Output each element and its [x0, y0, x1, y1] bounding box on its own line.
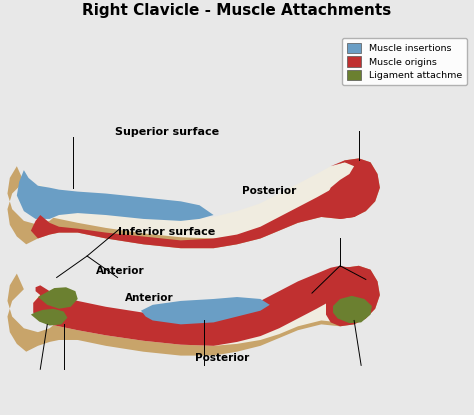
Polygon shape	[141, 297, 270, 325]
Polygon shape	[326, 266, 380, 326]
Text: Posterior: Posterior	[242, 186, 296, 195]
Polygon shape	[33, 270, 371, 346]
Polygon shape	[33, 266, 354, 346]
Polygon shape	[31, 309, 67, 325]
Polygon shape	[326, 159, 380, 219]
Polygon shape	[31, 180, 368, 248]
Polygon shape	[333, 296, 372, 323]
Text: Superior surface: Superior surface	[115, 127, 219, 137]
Title: Right Clavicle - Muscle Attachments: Right Clavicle - Muscle Attachments	[82, 3, 392, 18]
Text: Anterior: Anterior	[125, 293, 173, 303]
Text: Inferior surface: Inferior surface	[118, 227, 215, 237]
Polygon shape	[8, 159, 380, 248]
Legend: Muscle insertions, Muscle origins, Ligament attachme: Muscle insertions, Muscle origins, Ligam…	[342, 38, 466, 85]
Polygon shape	[8, 266, 380, 356]
Text: Anterior: Anterior	[96, 266, 144, 276]
Polygon shape	[38, 287, 78, 309]
Polygon shape	[17, 170, 214, 221]
Text: Posterior: Posterior	[195, 354, 249, 364]
Polygon shape	[33, 162, 371, 239]
